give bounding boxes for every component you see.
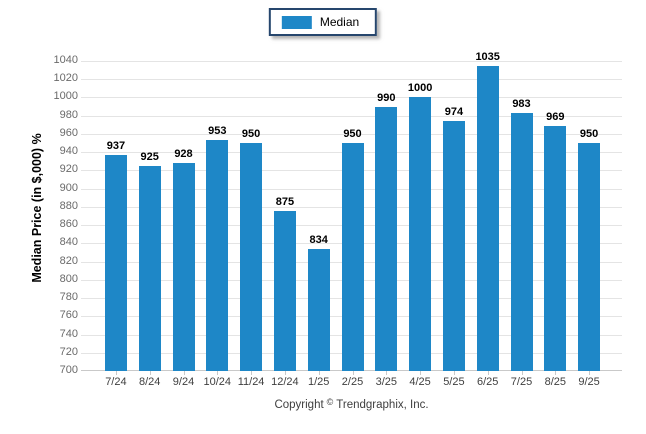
bar-value-label: 983 xyxy=(512,97,531,110)
bar-value-label: 937 xyxy=(106,139,126,152)
bar-value-label: 990 xyxy=(377,91,396,104)
x-tick-label: 11/24 xyxy=(237,376,265,388)
y-tick-label: 860 xyxy=(59,218,78,231)
y-tick-label: 980 xyxy=(59,108,78,121)
bar xyxy=(172,163,195,371)
x-tick-label: 6/25 xyxy=(476,376,499,388)
x-tick-label: 9/25 xyxy=(578,376,600,388)
y-tick-label: 880 xyxy=(59,199,78,212)
x-tick-mark xyxy=(251,371,253,375)
bar xyxy=(409,97,432,371)
y-tick-label: 920 xyxy=(59,163,78,176)
bar xyxy=(510,112,533,371)
y-tick-label: 820 xyxy=(59,254,78,267)
y-tick-label: 720 xyxy=(59,345,78,358)
gridline xyxy=(81,115,622,117)
gridline xyxy=(81,60,622,62)
x-tick-mark xyxy=(217,371,219,375)
bar xyxy=(476,65,499,371)
y-tick-label: 1040 xyxy=(53,53,78,66)
y-tick-label: 1020 xyxy=(53,72,78,85)
bar-value-label: 950 xyxy=(579,128,599,140)
x-tick-label: 4/25 xyxy=(409,376,431,388)
y-tick-label: 960 xyxy=(59,126,78,139)
y-tick-label: 940 xyxy=(59,145,78,158)
legend: Median xyxy=(268,8,378,36)
copyright: Copyright © Trendgraphix, Inc. xyxy=(81,397,622,411)
y-tick-label: 780 xyxy=(59,291,78,303)
y-tick-label: 900 xyxy=(59,181,78,194)
bar xyxy=(206,140,229,371)
bar-value-label: 974 xyxy=(444,106,464,119)
x-tick-mark xyxy=(352,371,354,375)
x-tick-mark xyxy=(453,371,455,375)
x-tick-mark xyxy=(284,371,286,375)
copyright-suffix: Trendgraphix, Inc. xyxy=(336,399,429,411)
bar xyxy=(341,143,364,371)
bar-value-label: 950 xyxy=(343,128,362,140)
bar-value-label: 834 xyxy=(309,233,328,246)
x-tick-mark xyxy=(420,371,422,375)
x-tick-label: 7/24 xyxy=(105,376,127,388)
bar xyxy=(375,106,398,371)
plot-area: 937 7/24 925 8/24 928 9/24 953 10/24 950 11/24 875… xyxy=(81,45,622,388)
x-tick-label: 3/25 xyxy=(375,376,397,388)
bar xyxy=(578,143,601,371)
legend-label: Median xyxy=(319,15,360,29)
x-tick-label: 7/25 xyxy=(510,376,533,388)
y-tick-label: 700 xyxy=(59,364,78,376)
bar xyxy=(138,165,161,371)
bar xyxy=(104,154,127,371)
x-tick-mark xyxy=(149,371,151,375)
bar xyxy=(307,248,330,371)
x-tick-label: 9/24 xyxy=(172,376,195,388)
copyright-symbol: © xyxy=(326,397,334,407)
copyright-prefix: Copyright xyxy=(274,399,324,411)
x-tick-label: 1/25 xyxy=(307,376,330,388)
y-tick-label: 740 xyxy=(59,327,78,340)
x-tick-label: 10/24 xyxy=(203,376,232,388)
x-tick-mark xyxy=(555,371,557,375)
x-tick-mark xyxy=(318,371,320,375)
y-tick-label: 840 xyxy=(59,236,78,249)
x-tick-mark xyxy=(386,371,388,375)
bar-value-label: 875 xyxy=(275,196,295,209)
legend-swatch-icon xyxy=(281,15,312,29)
x-tick-label: 2/25 xyxy=(341,376,364,388)
x-tick-label: 12/24 xyxy=(271,376,299,388)
bar xyxy=(240,143,263,371)
bar-value-label: 925 xyxy=(140,150,159,163)
bar xyxy=(544,125,567,371)
y-tick-label: 800 xyxy=(59,272,78,285)
x-tick-mark xyxy=(521,371,523,375)
x-tick-mark xyxy=(589,371,591,375)
gridline xyxy=(81,133,622,135)
x-tick-label: 8/24 xyxy=(138,376,161,388)
bar xyxy=(273,211,296,371)
x-tick-mark xyxy=(487,371,489,375)
bar xyxy=(442,121,465,371)
gridline xyxy=(81,79,622,81)
x-tick-mark xyxy=(115,371,117,375)
y-tick-label: 1000 xyxy=(53,90,78,103)
bar-value-label: 969 xyxy=(546,110,565,123)
gridline xyxy=(81,97,622,99)
x-tick-label: 5/25 xyxy=(443,376,465,388)
x-tick-mark xyxy=(183,371,185,375)
bar-value-label: 928 xyxy=(174,148,193,161)
bar-value-label: 953 xyxy=(208,125,227,138)
y-tick-label: 760 xyxy=(59,309,78,322)
x-tick-label: 8/25 xyxy=(544,376,566,388)
bar-value-label: 1000 xyxy=(407,82,433,95)
bar-value-label: 1035 xyxy=(475,50,500,63)
bar-value-label: 950 xyxy=(241,128,261,140)
